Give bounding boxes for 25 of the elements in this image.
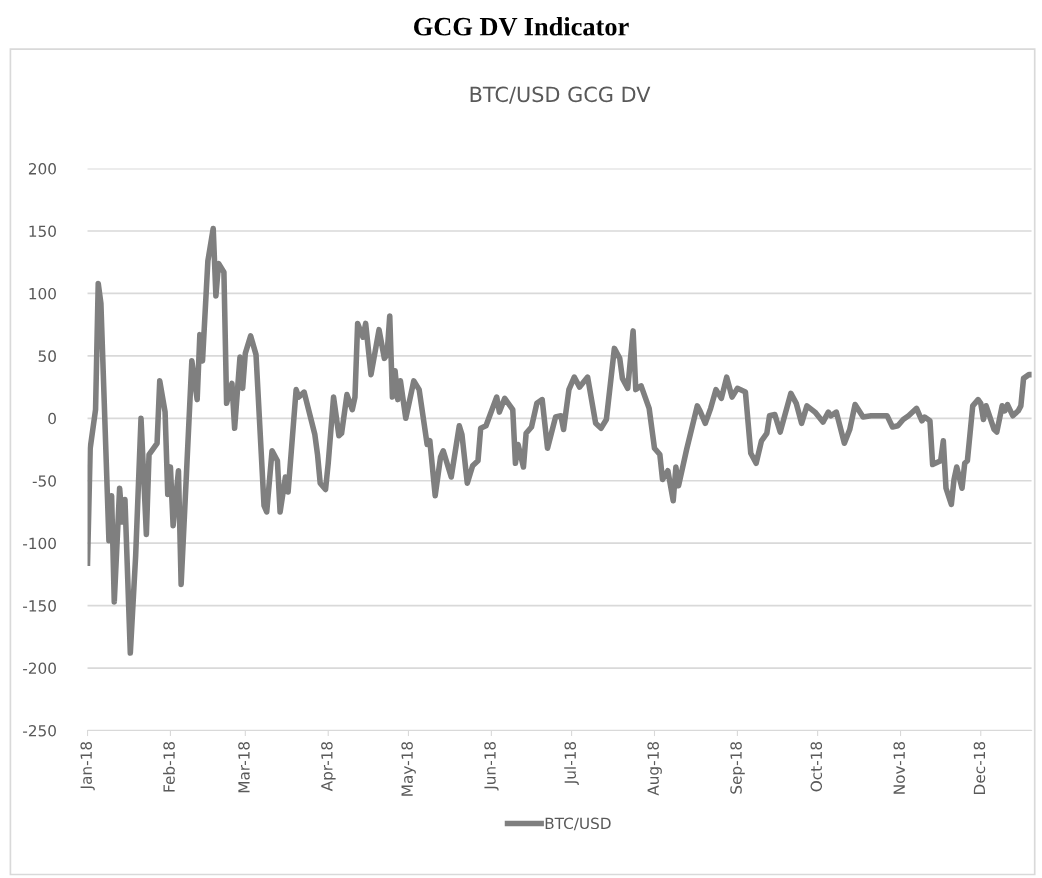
x-tick-label: Apr-18 — [321, 741, 336, 792]
y-tick-label: 50 — [38, 350, 56, 362]
y-tick-label: -100 — [23, 537, 56, 550]
x-tick-label: Jun-18 — [484, 741, 499, 791]
y-tick-label: 0 — [48, 412, 56, 425]
x-tick-label: Mar-18 — [238, 741, 250, 793]
x-tick-label: Feb-18 — [163, 741, 175, 792]
x-tick-label: Dec-18 — [973, 741, 986, 794]
y-tick-label: -150 — [23, 600, 56, 612]
y-tick-label: 150 — [29, 225, 56, 238]
x-tick-label: Nov-18 — [893, 741, 905, 794]
x-tick-label: Jul-18 — [564, 741, 579, 786]
x-tick-label: Aug-18 — [647, 741, 662, 796]
y-tick-label: 100 — [29, 287, 56, 300]
x-tick-label: Sep-18 — [730, 741, 745, 794]
chart-title: GCG DV Indicator — [414, 17, 629, 36]
y-tick-label: -50 — [32, 475, 56, 487]
chart-subtitle: BTC/USD GCG DV — [470, 86, 651, 104]
y-tick-label: -200 — [23, 662, 56, 675]
x-tick-label: Jan-18 — [80, 741, 95, 791]
legend-label: BTC/USD — [545, 817, 611, 831]
y-tick-label: 200 — [28, 163, 56, 175]
x-tick-label: Oct-18 — [810, 741, 823, 792]
y-tick-label: -250 — [23, 724, 56, 737]
x-tick-label: May-18 — [401, 741, 416, 796]
